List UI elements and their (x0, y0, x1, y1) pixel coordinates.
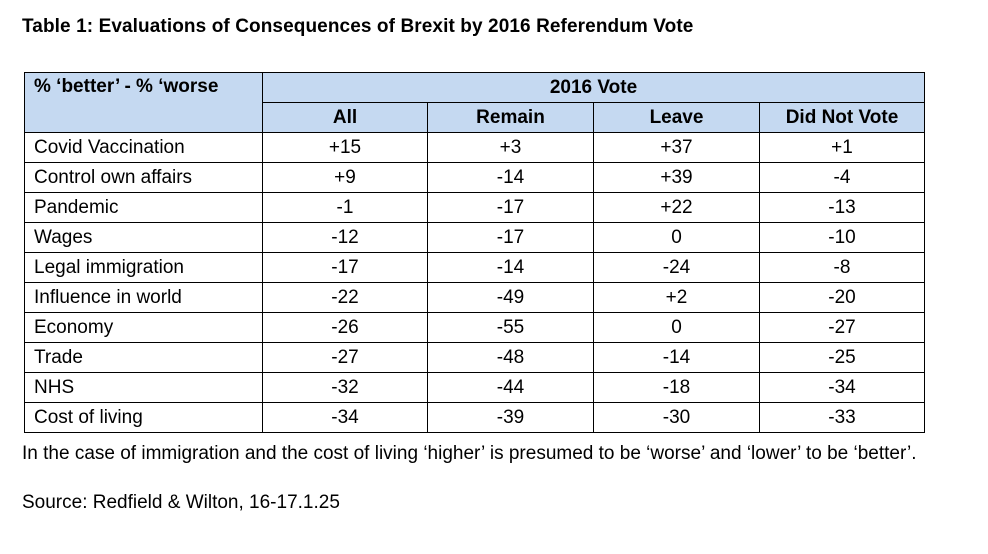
row-label: Control own affairs (24, 162, 263, 193)
table-cell: +15 (262, 132, 428, 163)
row-label: Cost of living (24, 402, 263, 433)
table-cell: -17 (262, 252, 428, 283)
table-cell: -13 (759, 192, 925, 223)
row-label: NHS (24, 372, 263, 403)
table-row: Wages -12 -17 0 -10 (24, 222, 925, 253)
table-cell: -17 (427, 222, 594, 253)
table-row: Pandemic -1 -17 +22 -13 (24, 192, 925, 223)
column-header-leave: Leave (593, 102, 760, 133)
table-row: Economy -26 -55 0 -27 (24, 312, 925, 343)
row-label: Legal immigration (24, 252, 263, 283)
table-cell: +3 (427, 132, 594, 163)
table-cell: -18 (593, 372, 760, 403)
column-header-did-not-vote: Did Not Vote (759, 102, 925, 133)
table-cell: -17 (427, 192, 594, 223)
row-label: Influence in world (24, 282, 263, 313)
table-body: Covid Vaccination +15 +3 +37 +1 Control own a… (24, 132, 925, 433)
table-row: Influence in world -22 -49 +2 -20 (24, 282, 925, 313)
table-row: Trade -27 -48 -14 -25 (24, 342, 925, 373)
table-cell: -10 (759, 222, 925, 253)
table-title: Table 1: Evaluations of Consequences of … (22, 16, 694, 37)
row-label: Wages (24, 222, 263, 253)
table-cell: -44 (427, 372, 594, 403)
table-cell: -48 (427, 342, 594, 373)
table-row: NHS -32 -44 -18 -34 (24, 372, 925, 403)
table-cell: +22 (593, 192, 760, 223)
table-cell: -33 (759, 402, 925, 433)
table-cell: 0 (593, 312, 760, 343)
table-cell: -8 (759, 252, 925, 283)
table-row: Cost of living -34 -39 -30 -33 (24, 402, 925, 433)
table-cell: -4 (759, 162, 925, 193)
table-cell: +9 (262, 162, 428, 193)
row-label: Pandemic (24, 192, 263, 223)
table-cell: -39 (427, 402, 594, 433)
corner-header: % ‘better’ - % ‘worse (24, 72, 263, 133)
table-cell: +37 (593, 132, 760, 163)
results-table: % ‘better’ - % ‘worse 2016 Vote All Rema… (24, 72, 925, 433)
table-cell: -14 (427, 162, 594, 193)
column-header-all: All (262, 102, 428, 133)
table-cell: -27 (759, 312, 925, 343)
group-header-2016-vote: 2016 Vote (262, 72, 925, 103)
row-label: Economy (24, 312, 263, 343)
row-label: Covid Vaccination (24, 132, 263, 163)
table-cell: -25 (759, 342, 925, 373)
table-cell: -14 (427, 252, 594, 283)
row-label: Trade (24, 342, 263, 373)
table-note: In the case of immigration and the cost … (22, 443, 917, 464)
table-row: Covid Vaccination +15 +3 +37 +1 (24, 132, 925, 163)
table-cell: -14 (593, 342, 760, 373)
table-cell: -27 (262, 342, 428, 373)
table-row: Control own affairs +9 -14 +39 -4 (24, 162, 925, 193)
table-cell: -49 (427, 282, 594, 313)
table-cell: -1 (262, 192, 428, 223)
table-cell: -24 (593, 252, 760, 283)
table-row: Legal immigration -17 -14 -24 -8 (24, 252, 925, 283)
table-cell: -26 (262, 312, 428, 343)
column-header-remain: Remain (427, 102, 594, 133)
table-cell: +39 (593, 162, 760, 193)
table-cell: -55 (427, 312, 594, 343)
table-cell: 0 (593, 222, 760, 253)
table-cell: -12 (262, 222, 428, 253)
table-cell: -34 (262, 402, 428, 433)
table-cell: +1 (759, 132, 925, 163)
table-cell: -22 (262, 282, 428, 313)
table-cell: -32 (262, 372, 428, 403)
source-line: Source: Redfield & Wilton, 16-17.1.25 (22, 492, 340, 513)
table-cell: -34 (759, 372, 925, 403)
table-cell: -20 (759, 282, 925, 313)
table-cell: -30 (593, 402, 760, 433)
table-cell: +2 (593, 282, 760, 313)
